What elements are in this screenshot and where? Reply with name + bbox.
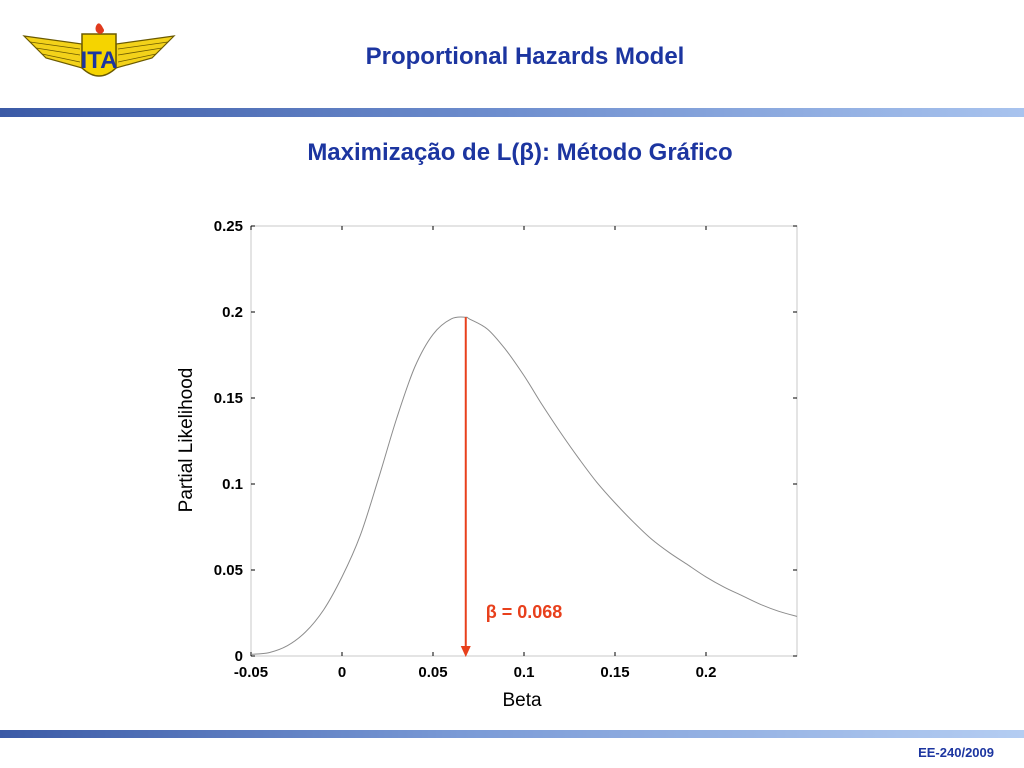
y-tick-label: 0.15 bbox=[214, 390, 243, 407]
likelihood-curve bbox=[250, 316, 798, 655]
x-tick-label: 0 bbox=[338, 664, 346, 681]
y-tick-label: 0 bbox=[235, 648, 243, 665]
y-tick-label: 0.25 bbox=[214, 218, 243, 235]
x-tick-label: 0.05 bbox=[418, 664, 447, 681]
plot-frame bbox=[250, 225, 798, 657]
beta-max-label: β = 0.068 bbox=[486, 602, 563, 622]
y-axis-label: Partial Likelihood bbox=[176, 368, 197, 513]
plot-border bbox=[250, 225, 798, 657]
y-tick-label: 0.1 bbox=[222, 476, 243, 493]
x-tick-label: -0.05 bbox=[234, 664, 268, 681]
annotation-layer: β = 0.068 bbox=[460, 317, 563, 657]
page-title: Proportional Hazards Model bbox=[365, 43, 685, 70]
footer-divider bbox=[0, 730, 1024, 738]
ita-logo: ITA bbox=[20, 22, 178, 88]
slide-subtitle: Maximização de L(β): Método Gráfico bbox=[307, 139, 733, 166]
header-divider bbox=[0, 108, 1024, 117]
y-tick-label: 0.2 bbox=[222, 304, 243, 321]
max-marker-arrowhead bbox=[460, 646, 471, 657]
x-tick-label: 0.1 bbox=[514, 664, 535, 681]
footer-course-code: EE-240/2009 bbox=[918, 745, 994, 760]
axis-tick-labels: -0.05 0 0.05 0.1 0.15 0.200.050.10.150.20.25 bbox=[214, 218, 717, 681]
y-tick-label: 0.05 bbox=[214, 562, 243, 579]
curve-layer bbox=[250, 316, 798, 655]
x-tick-label: 0.2 bbox=[696, 664, 717, 681]
logo-text: ITA bbox=[81, 47, 118, 74]
x-axis-label: Beta bbox=[502, 690, 542, 711]
x-tick-label: 0.15 bbox=[600, 664, 629, 681]
axis-ticks bbox=[250, 225, 797, 657]
